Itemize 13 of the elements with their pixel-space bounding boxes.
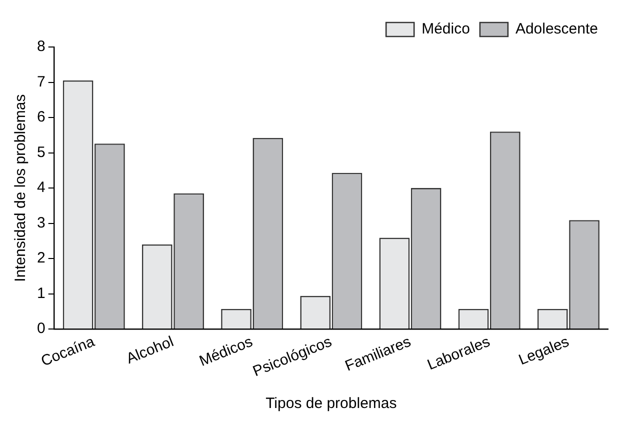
y-tick-label: 0 — [37, 320, 46, 338]
x-axis-title: Tipos de problemas — [266, 395, 397, 412]
y-tick-label: 8 — [37, 38, 46, 56]
y-tick-label: 2 — [37, 250, 46, 267]
y-tick-label: 7 — [37, 73, 46, 90]
y-axis-title: Intensidad de los problemas — [12, 94, 30, 282]
legend-label: Médico — [422, 20, 470, 38]
y-tick-label: 3 — [37, 214, 46, 232]
y-tick-label: 6 — [37, 108, 46, 126]
legend-label: Adolescente — [515, 20, 598, 38]
y-tick-label: 4 — [37, 179, 46, 196]
y-tick-label: 1 — [37, 284, 46, 302]
y-tick-label: 5 — [37, 144, 46, 161]
